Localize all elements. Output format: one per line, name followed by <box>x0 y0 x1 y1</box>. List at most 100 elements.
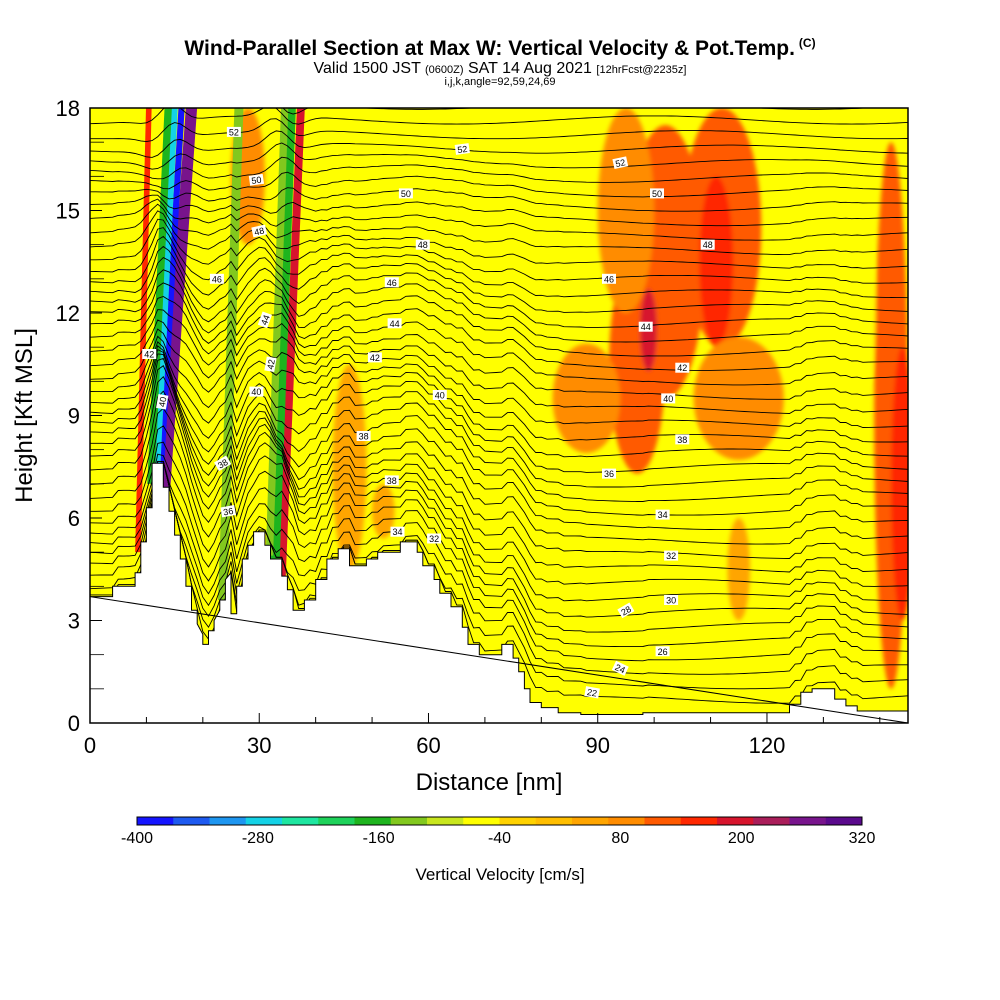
colorbar-swatch-13 <box>608 817 645 825</box>
colorbar-swatch-5 <box>318 817 355 825</box>
contour-label-25: 38 <box>214 455 232 472</box>
svg-text:38: 38 <box>677 435 687 445</box>
contour-label-28: 36 <box>220 505 236 517</box>
svg-text:48: 48 <box>253 226 265 238</box>
theta-line-38 <box>90 130 908 158</box>
theta-line-16 <box>90 345 908 473</box>
contour-label-17: 42 <box>367 352 382 363</box>
colorbar-tick-label-5: 200 <box>728 830 755 847</box>
svg-text:46: 46 <box>604 274 614 284</box>
contour-label-26: 38 <box>384 475 399 486</box>
colorbar-frame <box>136 816 863 826</box>
theta-line-22 <box>90 296 908 386</box>
velocity-cell-10 <box>332 364 367 570</box>
svg-text:34: 34 <box>392 527 402 537</box>
svg-text:40: 40 <box>157 396 169 408</box>
colorbar-swatch-12 <box>572 817 609 825</box>
svg-text:42: 42 <box>677 363 687 373</box>
svg-text:44: 44 <box>390 319 400 329</box>
svg-text:44: 44 <box>641 322 651 332</box>
svg-text:22: 22 <box>586 687 598 699</box>
theta-line-23 <box>90 282 908 371</box>
svg-text:46: 46 <box>212 274 222 284</box>
theta-line-9 <box>90 407 908 573</box>
contour-label-24: 38 <box>675 434 690 445</box>
contour-label-21: 40 <box>432 390 447 401</box>
colorbar-swatch-7 <box>390 817 428 825</box>
theta-line-29 <box>90 218 908 284</box>
velocity-streak-3 <box>147 108 172 484</box>
grid-indices: i,j,k,angle=92,59,24,69 <box>444 76 556 88</box>
theta-line-35 <box>90 171 908 198</box>
contour-label-37: 22 <box>584 686 600 699</box>
svg-text:28: 28 <box>619 604 633 618</box>
theta-line-7 <box>90 441 908 602</box>
svg-text:32: 32 <box>666 551 676 561</box>
theta-line-24 <box>90 269 908 357</box>
svg-text:52: 52 <box>614 157 626 169</box>
theta-line-30 <box>90 210 908 269</box>
terrain-shape <box>90 463 908 723</box>
colorbar-swatch-3 <box>245 817 283 825</box>
contour-label-12: 44 <box>257 311 272 329</box>
svg-text:44: 44 <box>259 314 272 327</box>
theta-line-17 <box>90 340 908 458</box>
valid-utc: (0600Z) <box>425 64 464 76</box>
contour-label-15: 42 <box>142 349 157 360</box>
svg-text:40: 40 <box>435 391 445 401</box>
theta-line-6 <box>90 453 908 618</box>
colorbar-swatch-16 <box>717 817 754 825</box>
velocity-cell-8 <box>891 347 908 621</box>
forecast-info: [12hrFcst@2235z] <box>596 64 687 76</box>
contour-label-1: 52 <box>454 143 470 155</box>
x-tick-label-1: 30 <box>247 733 271 758</box>
contour-label-2: 52 <box>612 156 629 169</box>
svg-text:50: 50 <box>401 189 411 199</box>
theta-line-25 <box>90 257 908 343</box>
theta-line-10 <box>90 390 908 559</box>
contour-label-8: 48 <box>700 239 715 250</box>
colorbar-swatch-8 <box>427 817 464 825</box>
valid-date: SAT 14 Aug 2021 <box>468 60 592 77</box>
contour-label-34: 28 <box>617 602 635 619</box>
contour-label-10: 46 <box>384 277 399 288</box>
contour-label-4: 50 <box>398 188 413 199</box>
y-tick-label-2: 6 <box>68 506 80 531</box>
colorbar-swatch-6 <box>354 817 392 825</box>
velocity-streak-0 <box>158 108 198 491</box>
theta-line-40 <box>90 108 908 125</box>
velocity-cell-5 <box>552 343 621 454</box>
theta-line-8 <box>90 425 908 587</box>
contour-label-5: 50 <box>650 188 664 199</box>
svg-text:50: 50 <box>251 175 262 186</box>
y-tick-label-6: 18 <box>56 96 80 121</box>
y-tick-label-3: 9 <box>68 404 80 429</box>
svg-text:52: 52 <box>457 144 468 155</box>
svg-text:46: 46 <box>387 278 397 288</box>
svg-text:42: 42 <box>144 350 154 360</box>
contour-label-11: 46 <box>602 273 616 284</box>
theta-line-19 <box>90 328 908 428</box>
svg-text:42: 42 <box>370 353 380 363</box>
contour-label-29: 34 <box>390 526 405 537</box>
svg-text:38: 38 <box>359 432 369 442</box>
valid-time: Valid 1500 JST <box>313 60 421 77</box>
contour-label-33: 30 <box>664 595 679 606</box>
colorbar-swatch-17 <box>753 817 790 825</box>
x-tick-label-0: 0 <box>84 733 96 758</box>
theta-line-14 <box>90 353 908 502</box>
contour-label-36: 24 <box>611 660 629 676</box>
x-tick-label-2: 60 <box>416 733 440 758</box>
contour-label-9: 46 <box>209 273 224 284</box>
colorbar: -400 -280 -160 -40 80 200 320 Vertical Velocity… <box>121 816 875 884</box>
velocity-streak-6 <box>265 108 289 556</box>
colorbar-label: Vertical Velocity [cm/s] <box>415 865 584 884</box>
svg-text:26: 26 <box>658 647 668 657</box>
contour-label-30: 34 <box>655 509 670 520</box>
contour-label-22: 40 <box>661 393 676 404</box>
colorbar-tick-label-1: -280 <box>242 830 274 847</box>
theta-line-27 <box>90 235 908 313</box>
chart-subtitle: Valid 1500 JST (0600Z) SAT 14 Aug 2021 [… <box>0 60 1000 78</box>
svg-text:48: 48 <box>418 240 428 250</box>
